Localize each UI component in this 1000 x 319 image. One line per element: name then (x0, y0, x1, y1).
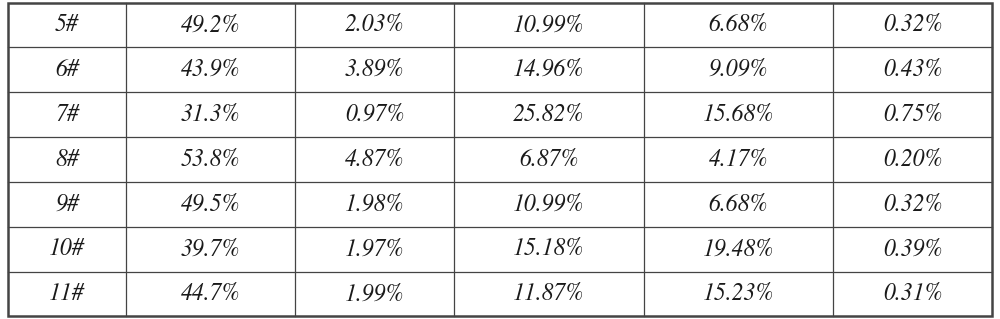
Text: 5#: 5# (55, 14, 79, 36)
Text: 0.31%: 0.31% (883, 283, 942, 305)
Text: 49.2%: 49.2% (181, 14, 240, 36)
Text: 49.5%: 49.5% (181, 193, 240, 216)
Text: 0.97%: 0.97% (345, 103, 404, 126)
Text: 43.9%: 43.9% (181, 58, 240, 81)
Text: 9#: 9# (55, 193, 79, 216)
Text: 0.43%: 0.43% (883, 58, 942, 81)
Text: 6.68%: 6.68% (709, 193, 768, 216)
Text: 10#: 10# (49, 238, 85, 261)
Text: 8#: 8# (55, 148, 79, 171)
Text: 7#: 7# (55, 103, 79, 126)
Text: 0.39%: 0.39% (883, 238, 942, 261)
Text: 9.09%: 9.09% (709, 58, 768, 81)
Text: 53.8%: 53.8% (181, 148, 240, 171)
Text: 0.32%: 0.32% (883, 193, 942, 216)
Text: 19.48%: 19.48% (703, 238, 774, 261)
Text: 6.87%: 6.87% (519, 148, 578, 171)
Text: 39.7%: 39.7% (181, 238, 240, 261)
Text: 44.7%: 44.7% (181, 283, 240, 305)
Text: 6#: 6# (55, 58, 79, 81)
Text: 15.18%: 15.18% (513, 238, 584, 261)
Text: 10.99%: 10.99% (513, 193, 584, 216)
Text: 0.32%: 0.32% (883, 14, 942, 36)
Text: 15.68%: 15.68% (703, 103, 774, 126)
Text: 0.20%: 0.20% (883, 148, 942, 171)
Text: 10.99%: 10.99% (513, 14, 584, 36)
Text: 1.97%: 1.97% (345, 238, 404, 261)
Text: 31.3%: 31.3% (181, 103, 240, 126)
Text: 1.98%: 1.98% (345, 193, 404, 216)
Text: 15.23%: 15.23% (703, 283, 774, 305)
Text: 2.03%: 2.03% (345, 14, 404, 36)
Text: 0.75%: 0.75% (883, 103, 942, 126)
Text: 4.17%: 4.17% (709, 148, 768, 171)
Text: 11#: 11# (49, 283, 85, 305)
Text: 4.87%: 4.87% (345, 148, 404, 171)
Text: 14.96%: 14.96% (513, 58, 584, 81)
Text: 3.89%: 3.89% (345, 58, 404, 81)
Text: 1.99%: 1.99% (345, 283, 404, 305)
Text: 25.82%: 25.82% (513, 103, 584, 126)
Text: 11.87%: 11.87% (513, 283, 584, 305)
Text: 6.68%: 6.68% (709, 14, 768, 36)
